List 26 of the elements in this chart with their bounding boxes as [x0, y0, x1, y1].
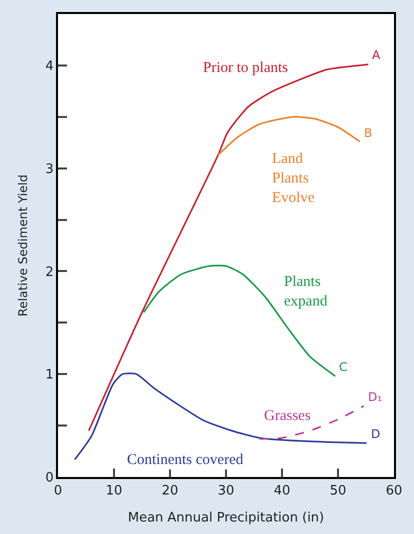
- series-label: C: [339, 360, 348, 374]
- annotation: Prior to plants: [203, 60, 288, 76]
- annotation: Land Plants Evolve: [272, 151, 315, 206]
- y-tick-label: 1: [45, 368, 54, 383]
- y-tick-label: 0: [45, 470, 54, 486]
- y-tick-label: 2: [45, 264, 54, 280]
- x-tick-label: 30: [218, 483, 234, 498]
- y-axis-title: Relative Sediment Yield: [16, 174, 30, 316]
- line-series: [258, 405, 365, 440]
- x-tick-label: 40: [274, 483, 290, 498]
- y-tick-label: 4: [45, 58, 54, 74]
- x-tick-label: 20: [162, 483, 178, 498]
- x-tick-label: 60: [386, 483, 402, 498]
- x-axis-title: Mean Annual Precipitation (in): [128, 510, 324, 526]
- annotation: Plants expand: [284, 274, 328, 310]
- line-series: [142, 264, 336, 377]
- y-tick-label: 3: [45, 162, 54, 177]
- series-label: A: [372, 48, 381, 62]
- x-tick-label: 10: [106, 483, 122, 498]
- series-label: D: [371, 427, 380, 441]
- annotation: Grasses: [264, 408, 311, 424]
- line-series: [88, 64, 370, 432]
- series-label: D₁: [368, 390, 382, 404]
- x-tick-label: 50: [330, 483, 346, 498]
- annotation: Continents covered: [127, 452, 244, 468]
- series-label: B: [364, 126, 372, 140]
